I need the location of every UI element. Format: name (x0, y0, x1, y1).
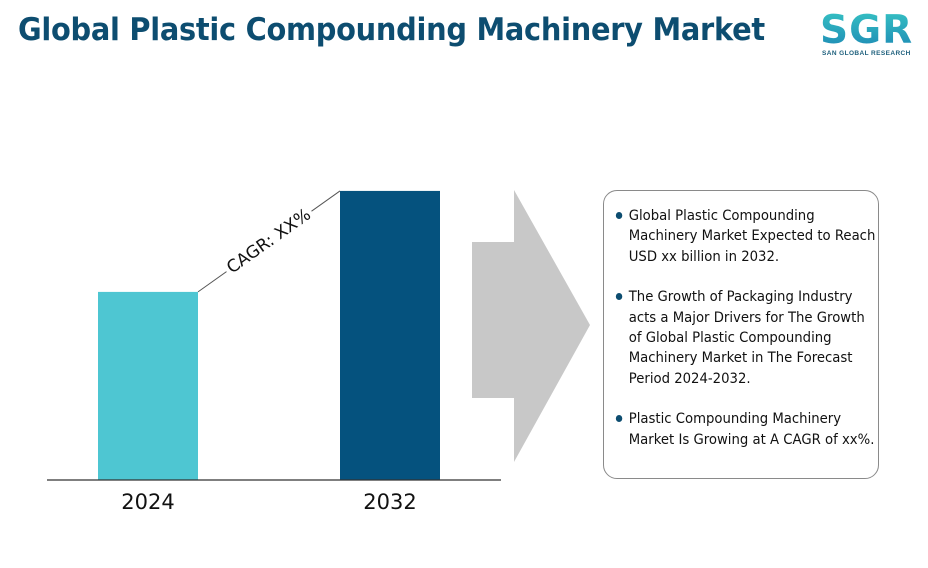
info-item: Plastic Compounding Machinery Market Is … (614, 409, 877, 450)
info-item: Global Plastic Compounding Machinery Mar… (614, 206, 877, 267)
info-box: Global Plastic Compounding Machinery Mar… (603, 190, 879, 479)
info-item-text: Plastic Compounding Machinery Market Is … (628, 411, 875, 448)
bar-2032 (340, 190, 440, 481)
x-tick-label-2024: 2024 (121, 490, 174, 514)
bullet-icon (615, 415, 623, 423)
sgr-logo: SGR SAN GLOBAL RESEARCH (818, 8, 920, 58)
logo-tagline: SAN GLOBAL RESEARCH (822, 50, 911, 57)
bar-2024 (98, 291, 198, 480)
cagr-annotation-background (220, 203, 318, 280)
bars-layer (98, 190, 440, 481)
info-item: The Growth of Packaging Industry acts a … (614, 287, 877, 389)
page-title: Global Plastic Compounding Machinery Mar… (18, 12, 765, 48)
info-item-text: Global Plastic Compounding Machinery Mar… (628, 208, 876, 265)
bullet-icon (615, 293, 623, 301)
bullet-icon (615, 212, 623, 219)
tick-labels-layer: 2024 2032 (121, 490, 416, 514)
logo-letters: SGR (820, 8, 914, 53)
right-arrow-shape (472, 190, 590, 462)
info-item-text: The Growth of Packaging Industry acts a … (628, 289, 865, 387)
cagr-annotation: CAGR: XX% (223, 205, 315, 278)
x-tick-label-2032: 2032 (363, 490, 416, 514)
